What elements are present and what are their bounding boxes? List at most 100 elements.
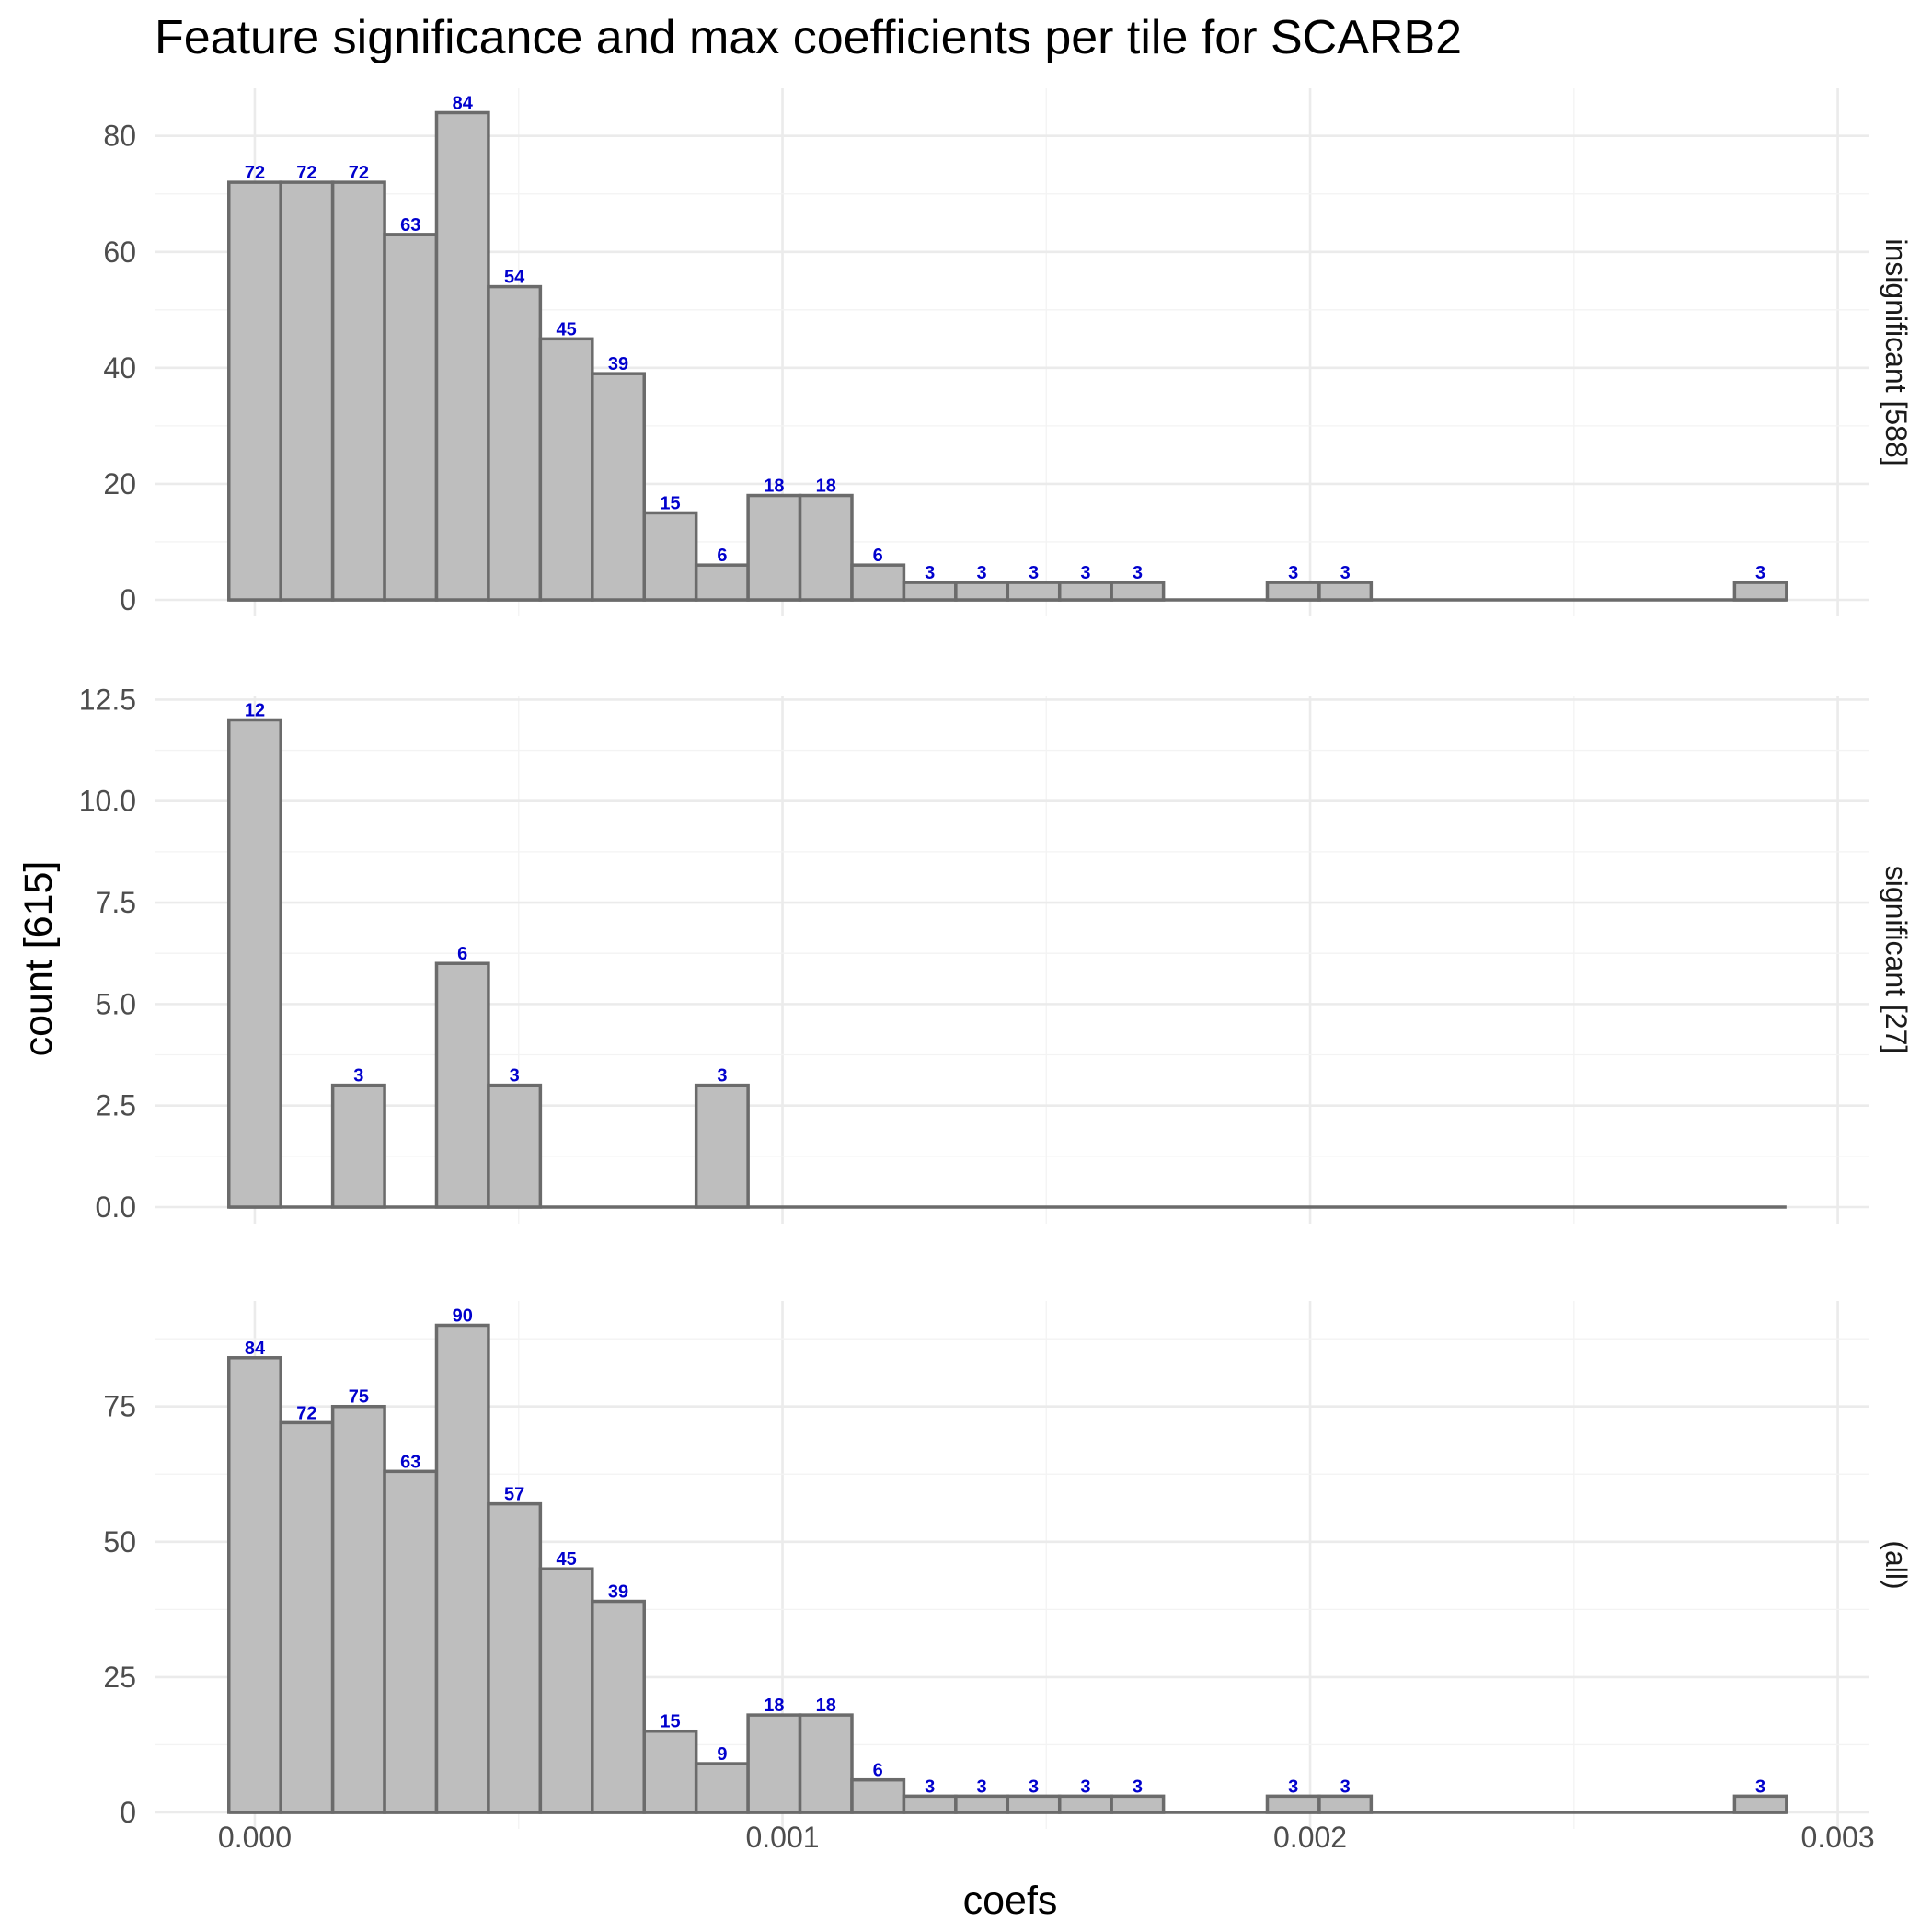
histogram-bar [487,1083,543,1209]
y-tick-label: 50 [103,1525,136,1558]
histogram-bar [798,493,854,602]
facet-strip-label: (all) [1880,1540,1913,1589]
histogram-bar [1732,1794,1788,1814]
y-tick-label: 0 [120,583,136,616]
x-tick-label: 0.000 [218,1821,292,1854]
bar-count-label: 15 [660,493,680,513]
bar-count-label: 12 [245,700,265,720]
bar-count-label: 39 [608,354,628,374]
histogram-bar [538,337,594,602]
bar-count-label: 84 [245,1339,266,1359]
bar-count-label: 9 [717,1744,727,1765]
histogram-bar [1317,1794,1374,1814]
histogram-bar [538,1567,594,1814]
histogram-bar [1732,581,1788,602]
histogram-bar [434,110,490,602]
bar-count-label: 6 [873,546,883,566]
histogram-bar [850,1777,906,1814]
y-tick-label: 75 [103,1390,136,1423]
histogram-bar [279,180,335,602]
bar-count-label: 90 [453,1305,473,1326]
histogram-bar [954,1794,1010,1814]
histogram-bar [798,1713,854,1814]
x-tick-label: 0.003 [1801,1821,1875,1854]
histogram-bar [227,718,282,1209]
bar-count-label: 3 [925,1777,935,1797]
y-axis-title: count [615] [17,861,61,1057]
histogram-bar [1110,1794,1166,1814]
y-tick-label: 10.0 [79,785,136,818]
bar-count-label: 6 [717,546,727,566]
histogram-bar [279,1420,335,1814]
histogram-bar [591,1599,646,1814]
chart-title: Feature significance and max coefficient… [155,11,1462,64]
histogram-bar [383,233,439,602]
bar-count-label: 72 [245,163,265,183]
histogram-bar [330,180,386,602]
bar-count-label: 3 [1080,1777,1090,1797]
histogram-bar [694,563,750,602]
bar-count-label: 3 [510,1066,520,1087]
histogram-bar [1265,1794,1321,1814]
bar-count-label: 18 [764,1696,784,1716]
y-tick-label: 25 [103,1661,136,1694]
histogram-bar [330,1404,386,1814]
x-tick-label: 0.001 [745,1821,819,1854]
histogram-bar [642,1729,698,1814]
bar-count-label: 45 [556,1549,576,1570]
bar-count-label: 75 [349,1387,369,1408]
histogram-bar [434,1323,490,1814]
bar-count-label: 6 [873,1761,883,1781]
histogram-bar [383,1469,439,1814]
bar-count-label: 63 [400,215,420,236]
bar-count-label: 63 [400,1452,420,1472]
histogram-bar [1110,581,1166,602]
bar-count-label: 18 [816,1696,836,1716]
bar-count-label: 3 [925,563,935,583]
bar-count-label: 3 [1755,563,1765,583]
bar-count-label: 3 [977,1777,987,1797]
histogram-bar [1057,581,1113,602]
y-tick-label: 20 [103,467,136,500]
histogram-bar [642,511,698,602]
x-axis-title: coefs [963,1879,1058,1923]
bar-count-label: 72 [349,163,369,183]
histogram-bar [1006,581,1062,602]
bar-count-label: 3 [1288,563,1298,583]
histogram-bar [850,563,906,602]
bar-count-label: 72 [296,163,316,183]
bar-count-label: 57 [504,1485,524,1505]
histogram-bar [487,1501,543,1814]
histogram-bar [1057,1794,1113,1814]
bar-count-label: 54 [504,268,525,288]
bar-count-label: 84 [453,93,474,113]
facet-strip-label: significant [27] [1880,866,1913,1054]
bar-count-label: 6 [457,944,467,964]
y-tick-label: 0.0 [96,1190,136,1224]
histogram-bar [902,1794,958,1814]
bar-count-label: 3 [1340,563,1351,583]
bar-count-label: 3 [353,1066,363,1087]
y-tick-label: 7.5 [96,886,136,919]
x-axis-ticks: 0.000 0.001 0.002 0.003 [218,1821,1875,1854]
histogram-bar [1317,581,1374,602]
y-tick-label: 0 [120,1796,136,1829]
y-tick-label: 60 [103,236,136,269]
histogram-bar [746,493,802,602]
histogram-bar [954,581,1010,602]
y-tick-label: 2.5 [96,1089,136,1122]
bar-count-label: 18 [816,477,836,497]
bar-count-label: 3 [1340,1777,1351,1797]
panel-2: 0.0 2.5 5.0 7.5 10.0 12.5 12 3 6 3 3 significant [2… [79,683,1913,1224]
histogram-bar [487,284,543,602]
histogram-bar [746,1713,802,1814]
y-tick-label: 80 [103,120,136,153]
bar-count-label: 39 [608,1582,628,1603]
bar-count-label: 3 [1755,1777,1765,1797]
bar-count-label: 45 [556,319,576,339]
histogram-bar [227,1356,282,1814]
